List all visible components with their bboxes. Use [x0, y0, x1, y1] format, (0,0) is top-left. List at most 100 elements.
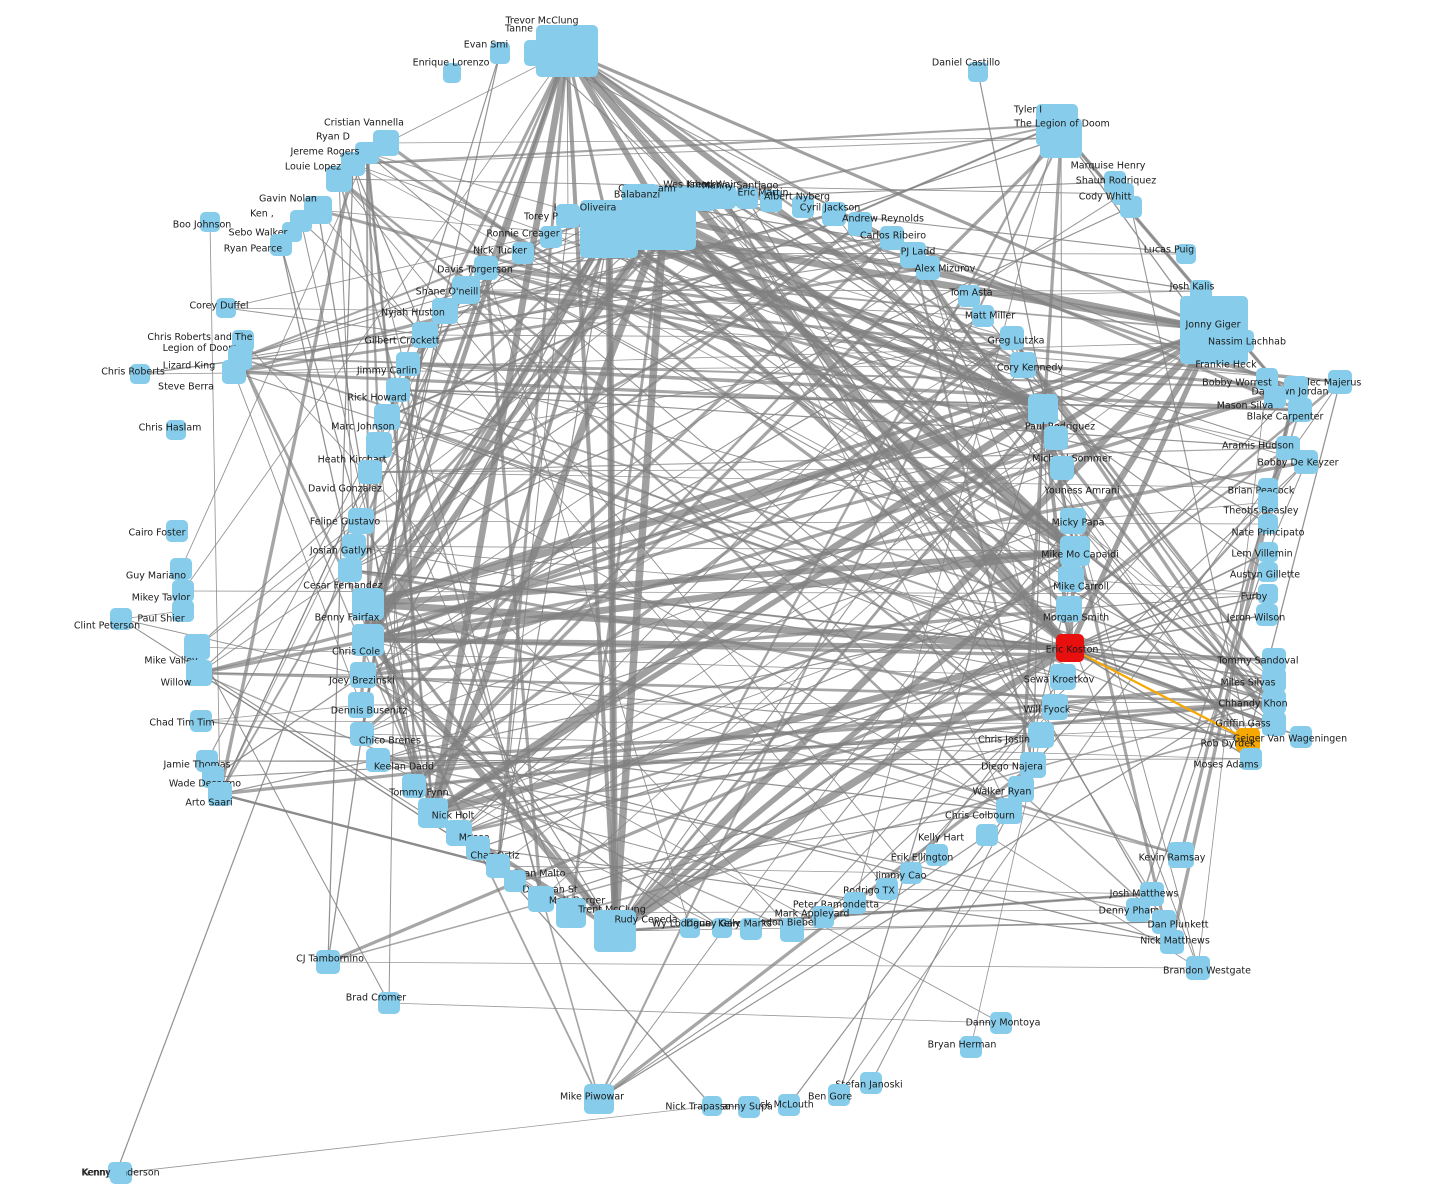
graph-node[interactable]	[1126, 898, 1150, 922]
graph-node[interactable]	[366, 748, 390, 772]
graph-node[interactable]	[1232, 330, 1254, 352]
graph-node[interactable]	[996, 798, 1022, 824]
graph-node[interactable]	[1168, 842, 1194, 868]
graph-node[interactable]	[172, 600, 194, 622]
graph-node[interactable]	[622, 184, 658, 218]
graph-node[interactable]	[222, 360, 246, 384]
graph-node[interactable]	[1262, 712, 1286, 736]
graph-node[interactable]	[876, 878, 898, 900]
graph-node[interactable]	[958, 285, 980, 307]
graph-node[interactable]	[316, 950, 340, 974]
graph-node[interactable]	[712, 185, 736, 209]
graph-node[interactable]	[778, 1094, 800, 1116]
graph-node[interactable]	[402, 774, 426, 798]
graph-node[interactable]	[1262, 668, 1286, 692]
graph-node[interactable]	[822, 202, 846, 226]
graph-node[interactable]	[1058, 566, 1084, 592]
graph-node[interactable]	[1176, 244, 1196, 264]
graph-node[interactable]	[348, 692, 374, 718]
graph-node[interactable]	[860, 1072, 882, 1094]
graph-node[interactable]	[960, 1036, 982, 1058]
graph-node[interactable]	[1210, 340, 1232, 362]
graph-node[interactable]	[396, 352, 420, 376]
graph-node[interactable]	[1288, 398, 1312, 422]
graph-node[interactable]	[348, 508, 374, 534]
graph-node[interactable]	[418, 798, 448, 828]
graph-node[interactable]	[740, 918, 762, 940]
graph-node[interactable]	[1000, 326, 1024, 350]
graph-node[interactable]	[1290, 726, 1312, 748]
graph-node[interactable]	[1050, 456, 1074, 480]
graph-node[interactable]	[1056, 596, 1082, 622]
graph-node[interactable]	[812, 906, 834, 928]
graph-node[interactable]	[1060, 536, 1090, 566]
graph-node[interactable]	[1056, 634, 1084, 662]
graph-node[interactable]	[166, 520, 188, 542]
graph-node[interactable]	[524, 40, 552, 66]
graph-node[interactable]	[1010, 352, 1036, 378]
graph-node[interactable]	[350, 662, 376, 688]
graph-node[interactable]	[1160, 930, 1184, 954]
graph-node[interactable]	[990, 1012, 1012, 1034]
graph-node[interactable]	[110, 608, 132, 630]
graph-node[interactable]	[1042, 694, 1068, 720]
graph-node[interactable]	[1258, 492, 1278, 512]
graph-node[interactable]	[1256, 604, 1278, 626]
graph-node[interactable]	[702, 1096, 722, 1116]
graph-node[interactable]	[412, 322, 438, 348]
graph-node[interactable]	[1050, 664, 1076, 690]
graph-node[interactable]	[584, 1084, 614, 1114]
graph-node[interactable]	[968, 62, 988, 82]
graph-node[interactable]	[216, 298, 236, 318]
graph-node[interactable]	[352, 588, 384, 620]
graph-node[interactable]	[528, 886, 554, 912]
graph-node[interactable]	[1044, 426, 1068, 450]
graph-node[interactable]	[432, 298, 458, 324]
graph-node[interactable]	[338, 558, 362, 582]
graph-node[interactable]	[848, 212, 872, 236]
graph-node[interactable]	[760, 190, 782, 212]
graph-node[interactable]	[342, 534, 366, 558]
graph-node[interactable]	[366, 432, 392, 458]
graph-node[interactable]	[828, 1084, 850, 1106]
graph-node[interactable]	[386, 378, 410, 402]
graph-node[interactable]	[1040, 118, 1082, 158]
graph-node[interactable]	[190, 710, 212, 732]
graph-node[interactable]	[170, 558, 192, 580]
graph-node[interactable]	[358, 460, 382, 484]
graph-node[interactable]	[490, 42, 510, 64]
graph-node[interactable]	[680, 918, 700, 938]
graph-node[interactable]	[1258, 514, 1278, 534]
graph-node[interactable]	[184, 634, 210, 660]
graph-node[interactable]	[690, 185, 716, 211]
graph-node[interactable]	[916, 256, 940, 280]
graph-node[interactable]	[186, 660, 212, 686]
graph-node[interactable]	[844, 892, 866, 914]
graph-node[interactable]	[512, 242, 534, 264]
graph-node[interactable]	[1262, 690, 1286, 714]
graph-node[interactable]	[1258, 584, 1278, 604]
graph-node[interactable]	[200, 212, 220, 232]
graph-node[interactable]	[972, 305, 994, 327]
graph-node[interactable]	[792, 196, 814, 218]
graph-node[interactable]	[504, 870, 526, 892]
graph-node[interactable]	[172, 580, 194, 602]
graph-node[interactable]	[1258, 542, 1278, 562]
graph-node[interactable]	[350, 722, 374, 746]
graph-node[interactable]	[736, 187, 758, 209]
graph-node[interactable]	[1028, 394, 1058, 424]
graph-node[interactable]	[1186, 956, 1210, 980]
graph-node[interactable]	[1020, 752, 1046, 778]
graph-node[interactable]	[1284, 376, 1308, 400]
graph-node[interactable]	[926, 844, 948, 866]
graph-node[interactable]	[130, 364, 150, 384]
graph-node[interactable]	[374, 404, 400, 430]
graph-node[interactable]	[1240, 748, 1262, 770]
graph-node[interactable]	[712, 918, 732, 938]
graph-node[interactable]	[270, 234, 292, 256]
graph-node[interactable]	[900, 862, 922, 884]
graph-node[interactable]	[108, 1162, 126, 1180]
graph-node[interactable]	[780, 918, 804, 942]
graph-node[interactable]	[1256, 368, 1278, 390]
